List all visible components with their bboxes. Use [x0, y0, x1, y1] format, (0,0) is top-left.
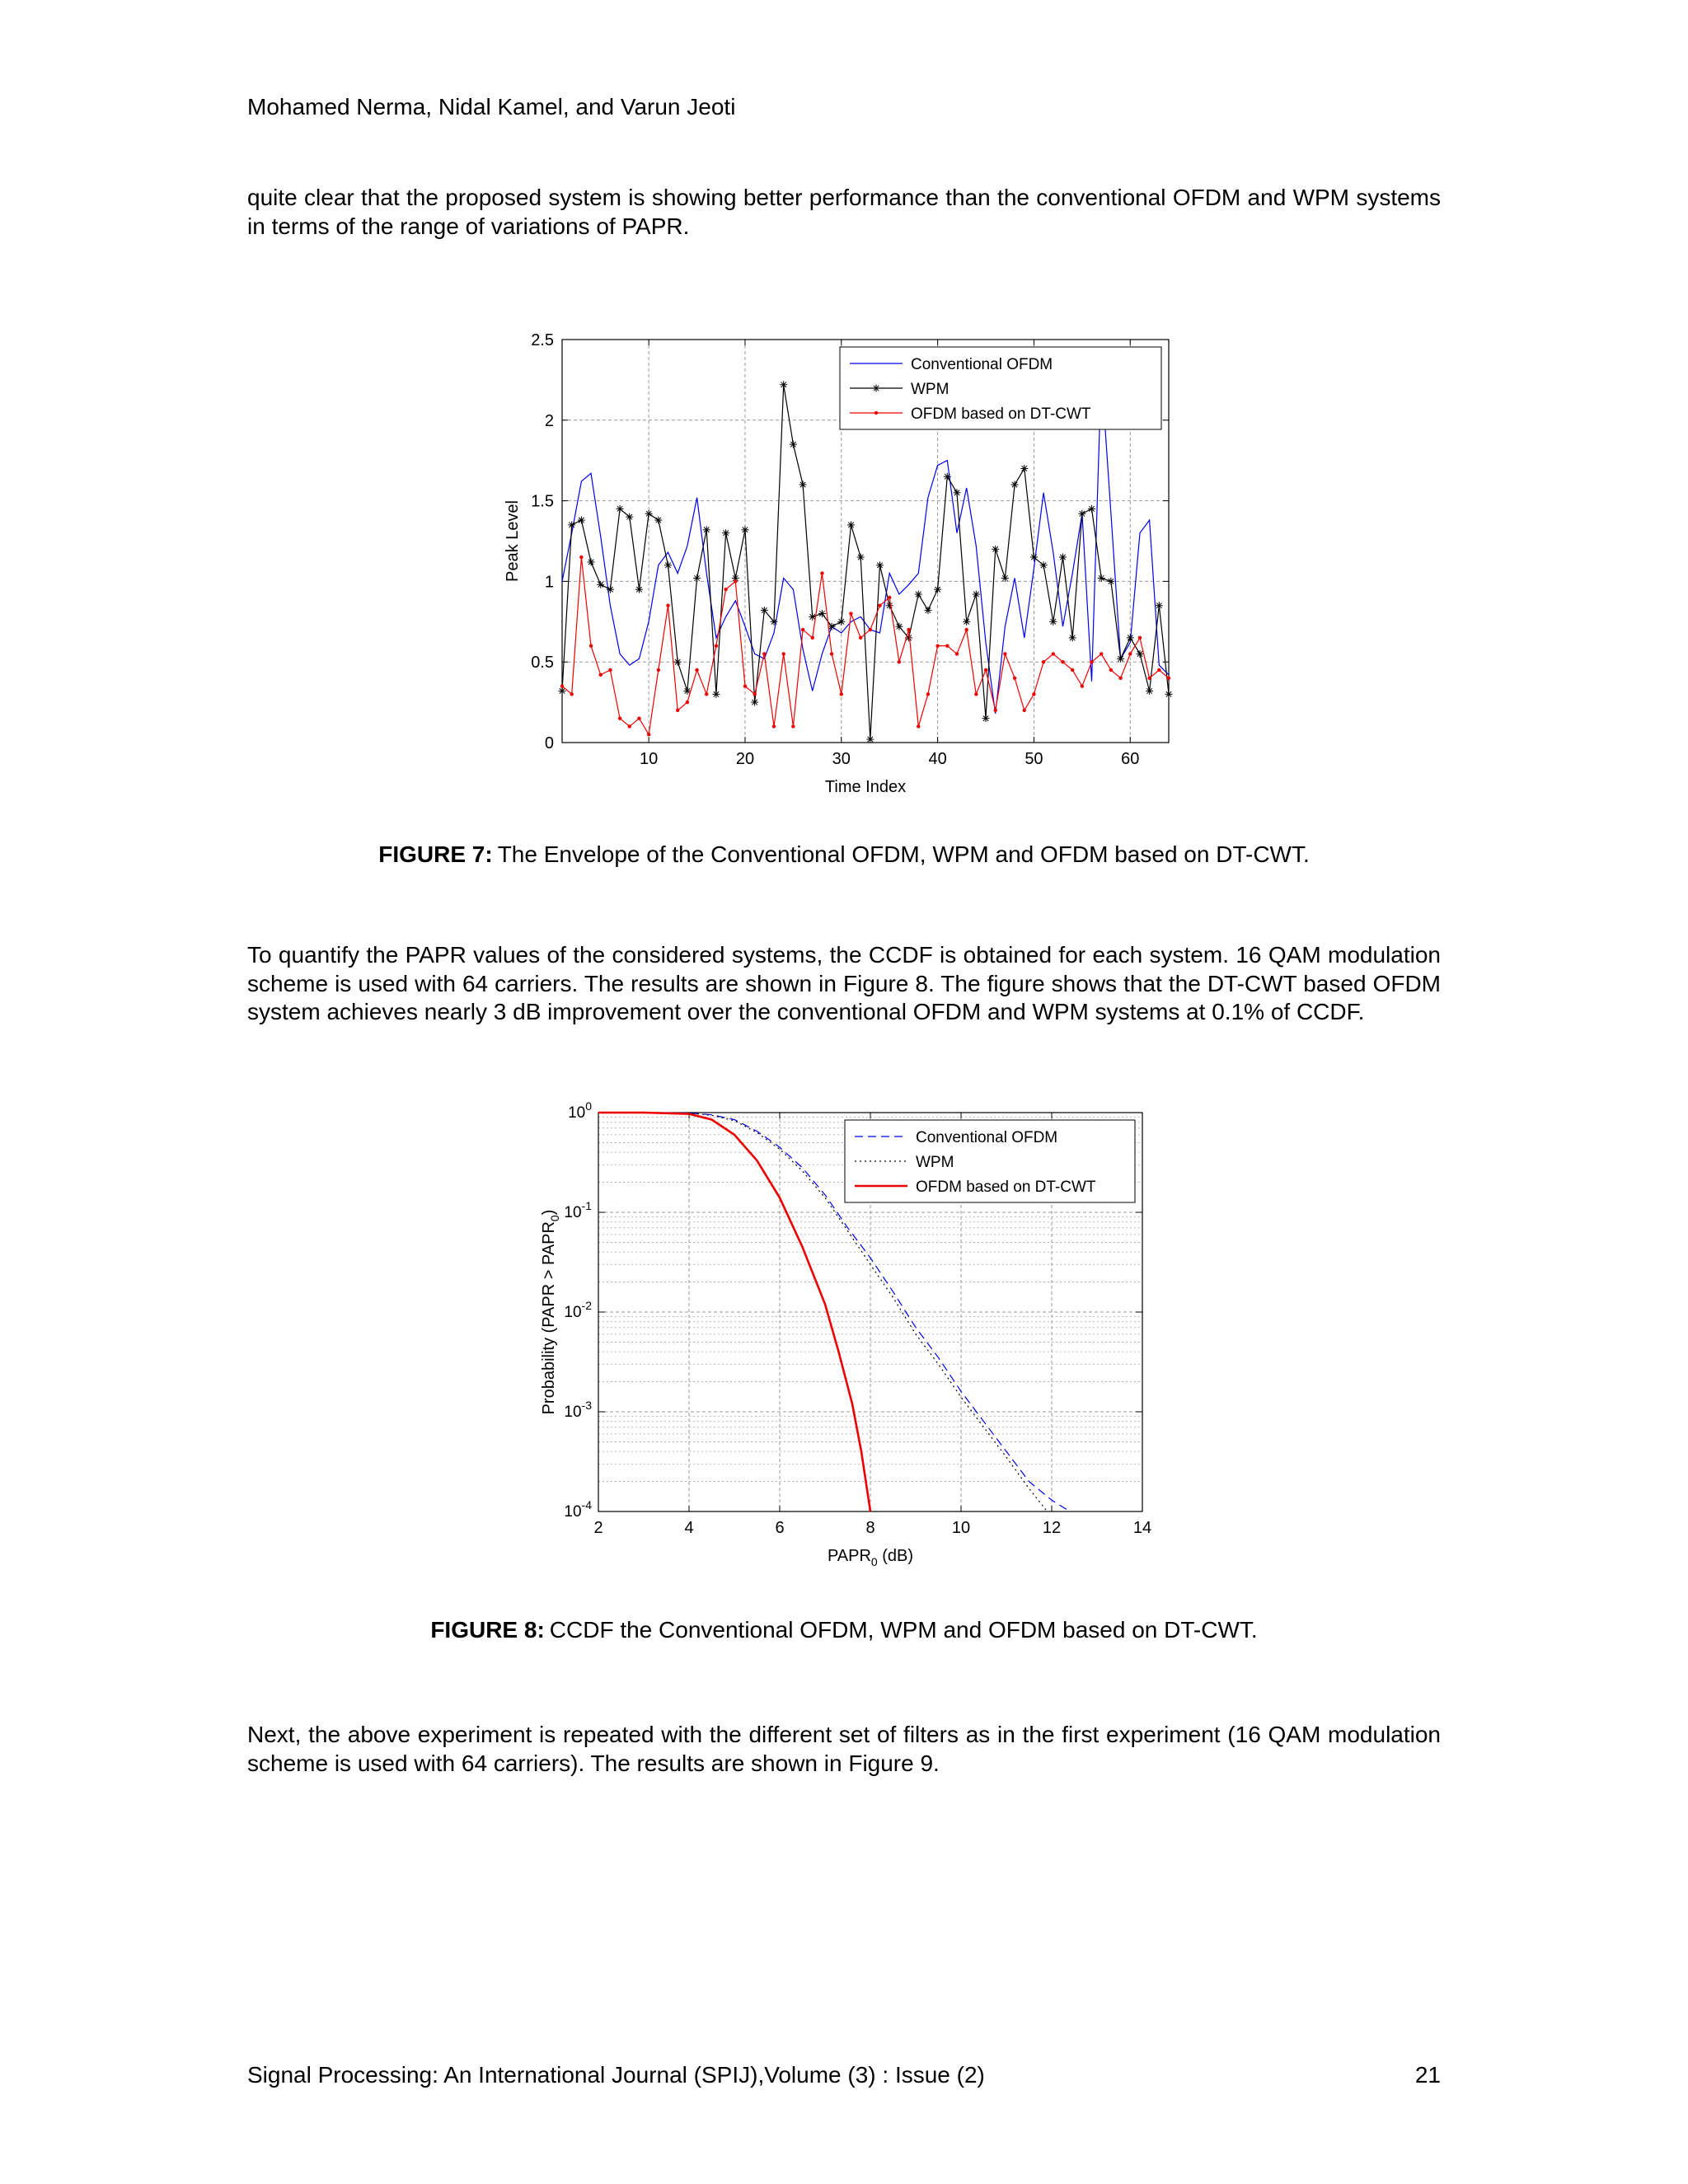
- figure7-caption: FIGURE 7: The Envelope of the Conventiona…: [247, 840, 1441, 869]
- svg-text:8: 8: [865, 1519, 874, 1537]
- footer-page-number: 21: [1414, 2062, 1441, 2088]
- svg-text:Conventional OFDM: Conventional OFDM: [916, 1129, 1057, 1146]
- figure8-caption-label: FIGURE 8:: [430, 1616, 545, 1643]
- svg-text:10-1: 10-1: [564, 1199, 592, 1221]
- svg-text:PAPR0 (dB): PAPR0 (dB): [828, 1547, 913, 1568]
- svg-text:0: 0: [545, 734, 554, 752]
- svg-text:6: 6: [775, 1519, 784, 1537]
- svg-text:40: 40: [928, 750, 946, 768]
- figure7-plot-svg: 10 20 30 40 50 60 0 0.5 1 1.5 2 2.5 Conventional OFD…: [504, 331, 1173, 796]
- svg-text:1.5: 1.5: [531, 493, 554, 511]
- svg-text:50: 50: [1025, 750, 1043, 768]
- svg-text:WPM: WPM: [916, 1154, 954, 1171]
- svg-text:1: 1: [545, 574, 554, 592]
- svg-text:2: 2: [545, 412, 554, 430]
- figure7: 10 20 30 40 50 60 0 0.5 1 1.5 2 2.5 Conventional OFD…: [247, 326, 1441, 869]
- svg-text:4: 4: [684, 1519, 693, 1537]
- paragraph-next-experiment: Next, the above experiment is repeated w…: [247, 1722, 1441, 1777]
- figure8: 2 4 6 8 10 12 14 10-4 10-3 10-2 10-1 100 Conventiona…: [247, 1098, 1441, 1645]
- figure8-chart: 2 4 6 8 10 12 14 10-4 10-3 10-2 10-1 100 Conventiona…: [247, 1098, 1441, 1584]
- figure7-caption-label: FIGURE 7:: [378, 841, 493, 868]
- figure8-plot-svg: 2 4 6 8 10 12 14 10-4 10-3 10-2 10-1 100 Conventiona…: [540, 1099, 1151, 1568]
- svg-text:10: 10: [640, 750, 658, 768]
- page-footer: Signal Processing: An International Jour…: [247, 2062, 1441, 2088]
- svg-text:Time Index: Time Index: [825, 778, 906, 796]
- svg-text:OFDM based on DT-CWT: OFDM based on DT-CWT: [916, 1179, 1096, 1196]
- page-header-authors: Mohamed Nerma, Nidal Kamel, and Varun Je…: [247, 94, 736, 120]
- svg-text:10-2: 10-2: [564, 1299, 592, 1321]
- svg-text:2: 2: [593, 1519, 603, 1537]
- figure7-caption-text: The Envelope of the Conventional OFDM, W…: [497, 841, 1310, 868]
- svg-text:20: 20: [736, 750, 754, 768]
- page-content: Mohamed Nerma, Nidal Kamel, and Varun Je…: [247, 0, 1441, 1779]
- svg-text:Conventional OFDM: Conventional OFDM: [911, 356, 1053, 373]
- svg-text:10: 10: [952, 1519, 970, 1537]
- svg-text:WPM: WPM: [911, 381, 949, 398]
- figure7-chart: 10 20 30 40 50 60 0 0.5 1 1.5 2 2.5 Conventional OFD…: [247, 326, 1441, 808]
- svg-text:0.5: 0.5: [531, 654, 554, 673]
- svg-text:Probability (PAPR > PAPR0): Probability (PAPR > PAPR0): [540, 1210, 561, 1415]
- svg-text:60: 60: [1121, 750, 1139, 768]
- svg-text:2.5: 2.5: [531, 331, 554, 349]
- figure8-caption: FIGURE 8: CCDF the Conventional OFDM, WPM…: [247, 1615, 1441, 1645]
- figure8-caption-text: CCDF the Conventional OFDM, WPM and OFDM…: [549, 1616, 1258, 1643]
- svg-text:14: 14: [1133, 1519, 1151, 1537]
- svg-text:30: 30: [832, 750, 851, 768]
- svg-text:OFDM based on DT-CWT: OFDM based on DT-CWT: [911, 405, 1091, 423]
- svg-text:100: 100: [568, 1099, 592, 1122]
- svg-text:Peak Level: Peak Level: [504, 500, 522, 582]
- paragraph-intro: quite clear that the proposed system is …: [247, 185, 1441, 239]
- svg-text:10-4: 10-4: [564, 1498, 592, 1521]
- footer-journal-title: Signal Processing: An International Jour…: [247, 2062, 985, 2088]
- svg-text:10-3: 10-3: [564, 1399, 592, 1421]
- paragraph-ccdf: To quantify the PAPR values of the consi…: [247, 941, 1441, 1025]
- svg-text:12: 12: [1043, 1519, 1061, 1537]
